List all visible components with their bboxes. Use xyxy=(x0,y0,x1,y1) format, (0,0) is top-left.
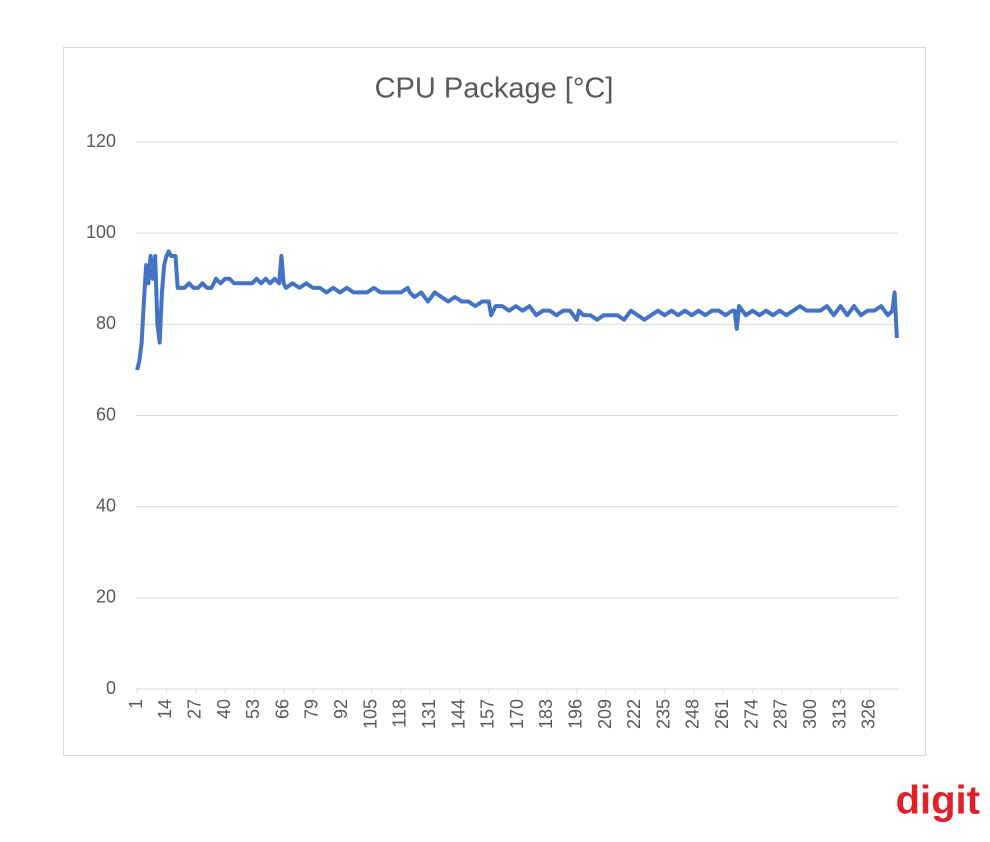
y-tick-label: 20 xyxy=(96,587,116,607)
x-tick-label: 118 xyxy=(390,699,410,728)
x-tick-label: 131 xyxy=(419,699,439,729)
y-tick-label: 40 xyxy=(96,495,116,515)
y-tick-label: 60 xyxy=(96,404,116,424)
x-tick-label: 261 xyxy=(712,699,732,729)
x-tick-label: 79 xyxy=(302,699,322,719)
logo: digit xyxy=(896,779,980,823)
x-tick-label: 144 xyxy=(448,699,468,729)
x-tick-label: 157 xyxy=(478,699,498,729)
x-tick-label: 53 xyxy=(243,699,263,719)
x-tick-label: 235 xyxy=(653,699,673,729)
x-tick-label: 27 xyxy=(184,699,204,719)
y-tick-label: 0 xyxy=(106,678,116,698)
x-tick-label: 170 xyxy=(507,699,527,729)
x-tick-label: 248 xyxy=(683,699,703,729)
x-tick-label: 313 xyxy=(829,699,849,729)
x-tick-label: 209 xyxy=(595,699,615,729)
y-tick-label: 100 xyxy=(86,222,116,242)
x-tick-label: 300 xyxy=(800,699,820,729)
x-tick-label: 222 xyxy=(624,699,644,729)
x-tick-label: 92 xyxy=(331,699,351,719)
data-line xyxy=(135,249,899,371)
chart-area xyxy=(63,47,926,756)
x-tick-label: 183 xyxy=(536,699,556,729)
chart-title: CPU Package [°C] xyxy=(375,73,614,105)
x-tick-label: 326 xyxy=(859,699,879,729)
y-tick-label: 80 xyxy=(96,313,116,333)
x-tick-label: 40 xyxy=(214,699,234,719)
x-tick-label: 66 xyxy=(272,699,292,719)
x-tick-label: 287 xyxy=(771,699,791,729)
y-tick-label: 120 xyxy=(86,131,116,151)
x-tick-label: 105 xyxy=(360,699,380,729)
x-tick-label: 196 xyxy=(565,699,585,729)
x-tick-label: 274 xyxy=(741,699,761,729)
x-tick-label: 1 xyxy=(126,699,146,709)
x-tick-label: 14 xyxy=(155,699,175,719)
